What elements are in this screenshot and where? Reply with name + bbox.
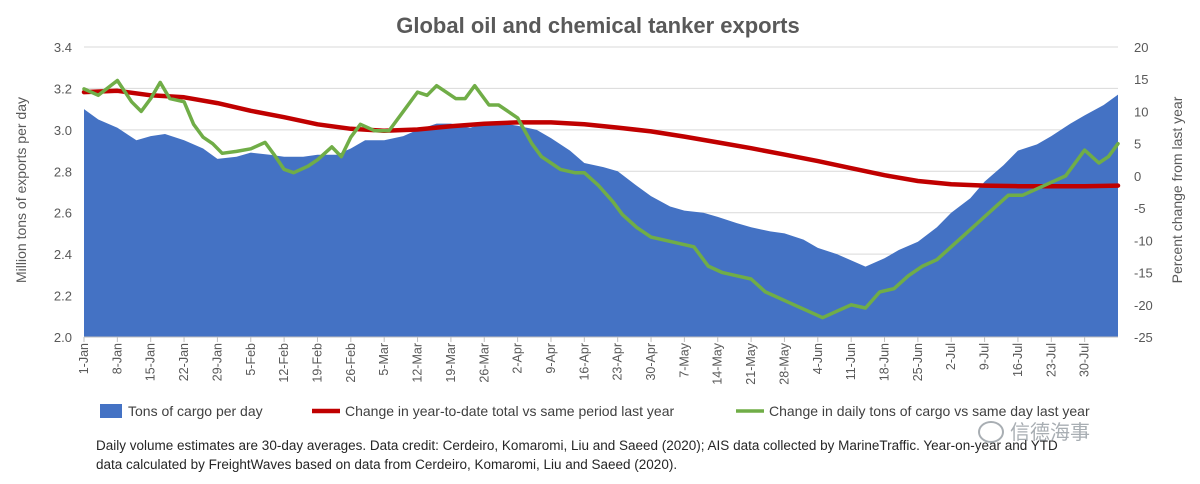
x-axis-ticks: 1-Jan 8-Jan 15-Jan 22-Jan 29-Jan 5-Feb 12-Feb 1… [77, 336, 1118, 385]
x-tick-label: 16-Jul [1011, 343, 1025, 377]
x-tick-label: 29-Jan [210, 343, 224, 381]
x-tick-label: 15-Jan [144, 343, 158, 381]
x-tick-label: 30-Apr [644, 343, 658, 381]
x-tick-label: 9-Apr [544, 343, 558, 374]
right-tick-label: -5 [1134, 201, 1146, 216]
legend-label-cargo: Tons of cargo per day [128, 403, 263, 419]
left-tick-label: 3.2 [54, 81, 72, 96]
right-tick-label: 15 [1134, 72, 1148, 87]
x-tick-label: 26-Mar [477, 343, 491, 383]
x-tick-label: 28-May [777, 342, 791, 384]
left-tick-label: 3.0 [54, 123, 72, 138]
x-tick-label: 12-Feb [277, 343, 291, 383]
x-tick-label: 23-Apr [611, 343, 625, 381]
left-axis-ticks: 2.0 2.2 2.4 2.6 2.8 3.0 3.2 3.4 [54, 40, 72, 345]
x-tick-label: 7-May [677, 342, 691, 377]
x-tick-label: 25-Jun [911, 343, 925, 381]
legend: Tons of cargo per day Change in year-to-d… [100, 403, 1090, 419]
left-axis-title: Million tons of exports per day [13, 97, 29, 283]
x-tick-label: 26-Feb [344, 343, 358, 383]
legend-swatch-cargo [100, 404, 122, 418]
left-tick-label: 3.4 [54, 40, 72, 55]
x-tick-label: 30-Jul [1078, 343, 1092, 377]
cargo-area [84, 94, 1118, 337]
cargo-area-layer [84, 94, 1118, 337]
x-tick-label: 4-Jun [811, 343, 825, 374]
x-tick-label: 21-May [744, 342, 758, 384]
left-tick-label: 2.2 [54, 289, 72, 304]
left-tick-label: 2.6 [54, 206, 72, 221]
right-tick-label: -15 [1134, 266, 1153, 281]
x-tick-label: 12-Mar [411, 343, 425, 383]
right-axis-ticks: -25 -20 -15 -10 -5 0 5 10 15 20 [1134, 40, 1153, 345]
right-tick-label: -20 [1134, 298, 1153, 313]
daily-change-line [82, 78, 1120, 320]
right-tick-label: 5 [1134, 137, 1141, 152]
x-tick-label: 5-Feb [244, 343, 258, 376]
x-tick-label: 2-Apr [511, 343, 525, 374]
right-tick-label: -25 [1134, 330, 1153, 345]
left-tick-label: 2.4 [54, 247, 72, 262]
footnote-line-2: data calculated by FreightWaves based on… [96, 457, 678, 472]
wechat-icon [978, 420, 1004, 443]
x-tick-label: 5-Mar [377, 343, 391, 376]
change-lines-layer [81, 78, 1121, 320]
x-tick-label: 18-Jun [878, 343, 892, 381]
watermark-text: 信德海事 [1010, 420, 1090, 444]
x-tick-label: 2-Jul [944, 343, 958, 370]
x-tick-label: 11-Jun [844, 343, 858, 380]
x-tick-label: 19-Mar [444, 343, 458, 383]
legend-label-ytd: Change in year-to-date total vs same per… [345, 403, 675, 419]
watermark: 信德海事 [978, 416, 1090, 445]
x-tick-label: 14-May [711, 342, 725, 384]
x-tick-label: 22-Jan [177, 343, 191, 381]
footnote-line-1: Daily volume estimates are 30-day averag… [96, 438, 1058, 453]
x-tick-label: 23-Jul [1044, 343, 1058, 377]
x-tick-label: 16-Apr [577, 343, 591, 381]
right-tick-label: 10 [1134, 104, 1148, 119]
right-tick-label: -10 [1134, 233, 1153, 248]
right-tick-label: 0 [1134, 169, 1141, 184]
x-tick-label: 19-Feb [310, 343, 324, 383]
x-tick-label: 1-Jan [77, 343, 91, 374]
left-tick-label: 2.8 [54, 164, 72, 179]
left-tick-label: 2.0 [54, 330, 72, 345]
ytd-change-line [81, 88, 1121, 189]
right-tick-label: 20 [1134, 40, 1148, 55]
chart-title: Global oil and chemical tanker exports [396, 13, 799, 38]
legend-label-daily: Change in daily tons of cargo vs same da… [769, 403, 1090, 419]
x-tick-label: 9-Jul [978, 343, 992, 370]
x-tick-label: 8-Jan [110, 343, 124, 374]
source-footnote: Daily volume estimates are 30-day averag… [96, 436, 1176, 474]
right-axis-title: Percent change from last year [1169, 96, 1185, 283]
